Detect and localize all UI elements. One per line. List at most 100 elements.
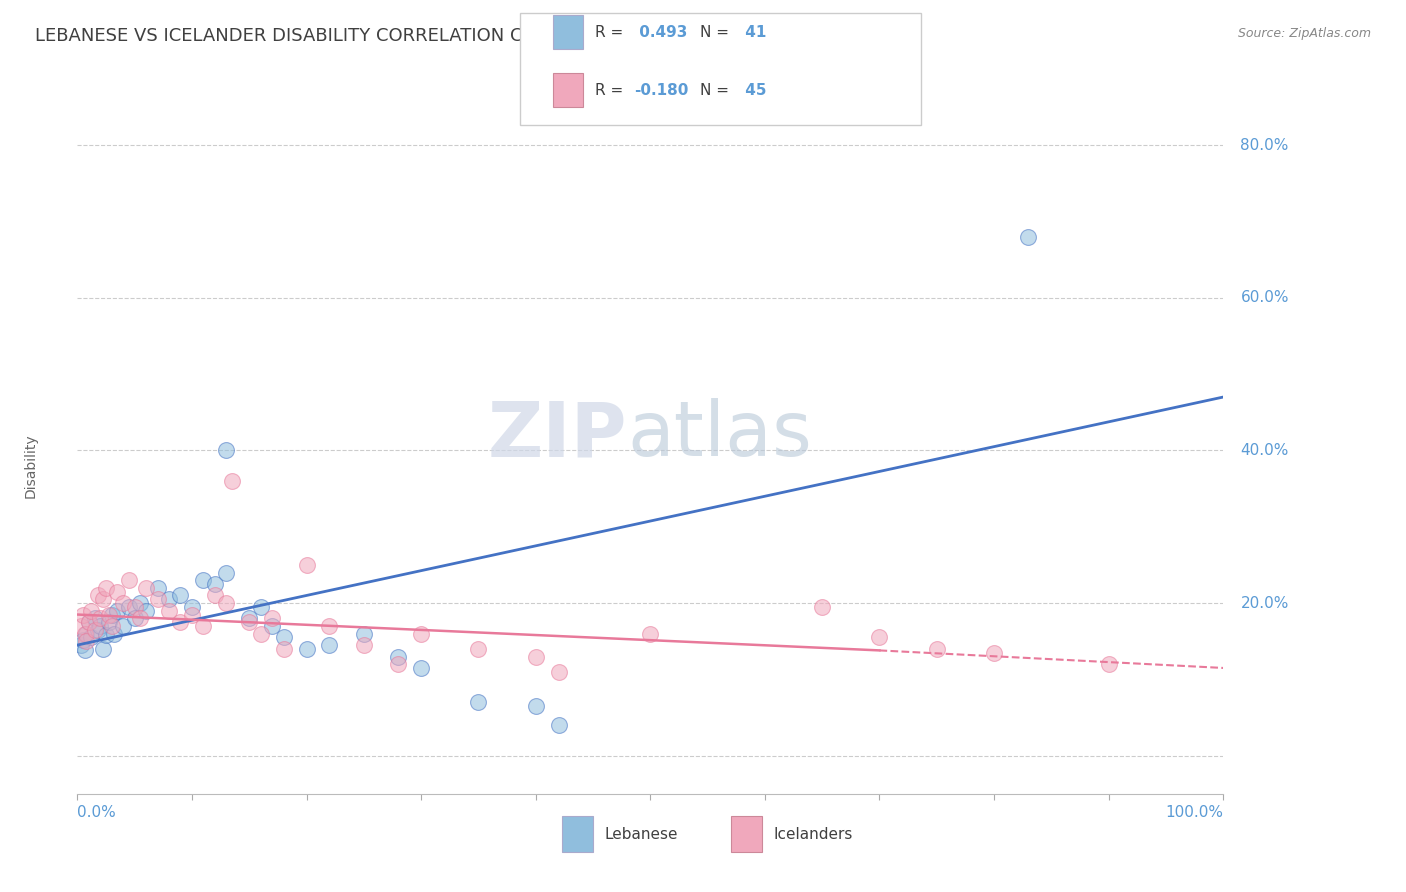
Point — [107, 604, 129, 618]
Point — [89, 611, 111, 625]
Point — [273, 641, 295, 656]
Text: N =: N = — [700, 83, 734, 97]
Point — [204, 589, 226, 603]
Point — [411, 626, 433, 640]
Text: 0.0%: 0.0% — [77, 805, 117, 821]
Point — [180, 607, 204, 622]
Point — [640, 626, 662, 640]
Point — [215, 443, 238, 458]
Point — [547, 718, 569, 732]
Point — [353, 638, 375, 652]
Text: Lebanese: Lebanese — [605, 827, 678, 841]
Text: 20.0%: 20.0% — [1240, 596, 1289, 611]
Point — [547, 665, 569, 679]
Point — [238, 611, 260, 625]
Point — [91, 592, 114, 607]
Point — [467, 641, 489, 656]
Point — [295, 641, 318, 656]
Point — [204, 577, 226, 591]
Point — [811, 599, 834, 614]
Point — [215, 566, 238, 580]
Point — [318, 638, 340, 652]
Point — [87, 589, 110, 603]
Point — [411, 661, 433, 675]
Point — [87, 623, 110, 637]
Point — [221, 474, 243, 488]
Text: ZIP: ZIP — [488, 398, 627, 472]
Point — [83, 611, 105, 625]
Point — [353, 626, 375, 640]
Point — [318, 619, 340, 633]
Point — [91, 641, 114, 656]
Point — [180, 599, 204, 614]
Point — [249, 599, 271, 614]
Point — [193, 619, 215, 633]
Point — [80, 631, 103, 645]
Point — [169, 615, 191, 630]
Point — [75, 626, 97, 640]
Point — [129, 611, 152, 625]
Point — [273, 631, 295, 645]
Point — [157, 604, 180, 618]
Point — [69, 619, 91, 633]
Text: 60.0%: 60.0% — [1240, 290, 1289, 305]
Point — [295, 558, 318, 572]
Point — [94, 581, 117, 595]
Text: R =: R = — [595, 83, 628, 97]
Point — [169, 589, 191, 603]
Point — [157, 592, 180, 607]
Text: 0.493: 0.493 — [634, 25, 688, 39]
Point — [124, 599, 146, 614]
Point — [146, 581, 169, 595]
Point — [983, 646, 1005, 660]
Text: -0.180: -0.180 — [634, 83, 689, 97]
Point — [262, 619, 284, 633]
Point — [249, 626, 271, 640]
Point — [77, 615, 100, 630]
Point — [83, 623, 105, 637]
Point — [387, 649, 409, 664]
Point — [80, 604, 103, 618]
Point — [467, 695, 489, 709]
Point — [1017, 229, 1039, 244]
Point — [215, 596, 238, 610]
Text: 45: 45 — [740, 83, 766, 97]
Point — [76, 626, 98, 640]
Text: LEBANESE VS ICELANDER DISABILITY CORRELATION CHART: LEBANESE VS ICELANDER DISABILITY CORRELA… — [35, 27, 571, 45]
Point — [112, 596, 135, 610]
Point — [387, 657, 409, 672]
Point — [100, 619, 122, 633]
Point — [524, 699, 547, 714]
Point — [72, 632, 94, 647]
Point — [69, 638, 91, 652]
Text: Source: ZipAtlas.com: Source: ZipAtlas.com — [1237, 27, 1371, 40]
Point — [89, 619, 111, 633]
Point — [118, 599, 141, 614]
Point — [124, 611, 146, 625]
Point — [77, 615, 100, 630]
Point — [112, 619, 135, 633]
Text: Icelanders: Icelanders — [773, 827, 852, 841]
Text: 40.0%: 40.0% — [1240, 443, 1289, 458]
Text: 80.0%: 80.0% — [1240, 137, 1289, 153]
Text: R =: R = — [595, 25, 628, 39]
Point — [72, 607, 94, 622]
Text: N =: N = — [700, 25, 734, 39]
Point — [524, 649, 547, 664]
Point — [262, 611, 284, 625]
Point — [135, 581, 157, 595]
Point — [100, 607, 122, 622]
Point — [107, 584, 129, 599]
Point — [135, 604, 157, 618]
Point — [118, 573, 141, 587]
Point — [146, 592, 169, 607]
Point — [98, 615, 121, 630]
Point — [869, 631, 891, 645]
Point — [238, 615, 260, 630]
Point — [75, 643, 97, 657]
Text: 100.0%: 100.0% — [1166, 805, 1223, 821]
Point — [103, 626, 125, 640]
Point — [925, 641, 948, 656]
Point — [76, 634, 98, 648]
Text: Disability: Disability — [24, 434, 37, 498]
